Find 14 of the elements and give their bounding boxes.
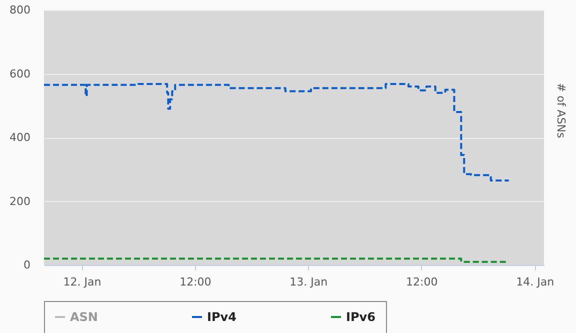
- y-tick-label: 0: [24, 258, 30, 272]
- x-tick-label: 12:00: [180, 276, 212, 288]
- y-tick-label: 600: [10, 67, 30, 80]
- y-tick-label: 200: [10, 194, 30, 208]
- legend-label: IPv4: [207, 310, 236, 324]
- x-tick-label: 14. Jan: [516, 276, 554, 288]
- x-tick-label: 13. Jan: [290, 276, 328, 288]
- y-tick-label: 400: [10, 131, 30, 144]
- legend-label: ASN: [70, 310, 98, 324]
- x-tick-label: 12. Jan: [63, 276, 102, 288]
- y-tick-label: 800: [10, 4, 30, 16]
- legend-label: IPv6: [346, 310, 376, 324]
- y-axis-title: # of ASNs: [554, 82, 568, 138]
- x-tick-label: 12:00: [406, 276, 438, 288]
